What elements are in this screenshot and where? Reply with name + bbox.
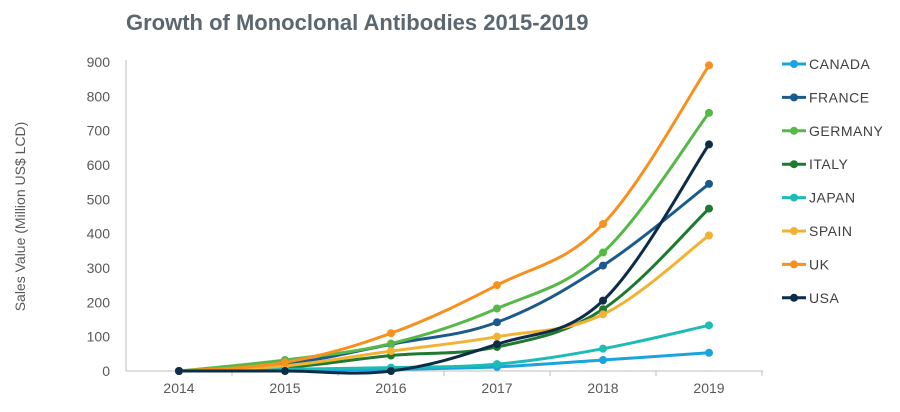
- legend-label-germany: GERMANY: [809, 123, 883, 139]
- data-point-usa-2015: [281, 367, 289, 375]
- data-point-spain-2019: [705, 231, 713, 240]
- legend-label-canada: CANADA: [809, 56, 871, 72]
- series-line-italy: [177, 207, 711, 373]
- series-line-germany: [177, 111, 711, 373]
- x-tick-label: 2016: [375, 380, 406, 396]
- data-point-usa-2018: [599, 296, 607, 305]
- y-tick-label: 200: [87, 294, 111, 310]
- y-tick-label: 0: [102, 363, 110, 379]
- data-point-spain-2018: [599, 310, 607, 319]
- data-point-france-2018: [599, 261, 607, 270]
- data-point-germany-2019: [705, 108, 713, 117]
- y-tick-label: 700: [87, 123, 111, 139]
- data-point-japan-2017: [493, 360, 501, 369]
- legend-swatch-dot-italy: [790, 160, 798, 169]
- y-tick-label: 500: [87, 191, 111, 207]
- legend-swatch-dot-germany: [790, 126, 798, 135]
- legend-swatch-dot-usa: [790, 293, 798, 302]
- series-line-usa: [177, 142, 711, 375]
- legend-swatch-dot-japan: [790, 193, 798, 202]
- data-point-japan-2018: [599, 344, 607, 353]
- y-tick-label: 800: [87, 88, 111, 104]
- legend-swatch-dot-uk: [790, 260, 798, 269]
- y-tick-label: 600: [87, 157, 111, 173]
- y-tick-label: 100: [87, 329, 111, 345]
- y-axis-label: Sales Value (Million US$ LCD): [12, 122, 28, 312]
- data-point-germany-2018: [599, 248, 607, 257]
- data-point-uk-2019: [705, 61, 713, 70]
- data-point-uk-2018: [599, 220, 607, 229]
- legend-swatch-dot-france: [790, 93, 798, 102]
- x-tick-label: 2017: [481, 380, 512, 396]
- data-point-germany-2016: [387, 339, 395, 348]
- data-point-uk-2017: [493, 281, 501, 290]
- data-point-japan-2019: [705, 321, 713, 330]
- data-point-spain-2016: [387, 347, 395, 356]
- x-tick-label: 2018: [587, 380, 618, 396]
- data-point-uk-2015: [281, 358, 289, 367]
- data-point-uk-2016: [387, 329, 395, 338]
- data-point-canada-2018: [599, 356, 607, 365]
- legend-label-italy: ITALY: [809, 156, 848, 172]
- series-line-spain: [177, 233, 711, 373]
- legend-swatch-dot-canada: [790, 60, 798, 68]
- data-point-usa-2019: [705, 140, 713, 149]
- x-tick-label: 2019: [693, 380, 724, 396]
- data-point-germany-2017: [493, 304, 501, 313]
- data-point-spain-2017: [493, 332, 501, 341]
- series-line-japan: [177, 323, 711, 373]
- data-point-france-2019: [705, 179, 713, 188]
- y-tick-label: 300: [87, 260, 111, 276]
- data-point-france-2017: [493, 318, 501, 327]
- data-point-usa-2017: [493, 340, 501, 349]
- x-tick-label: 2014: [163, 380, 194, 396]
- legend-label-japan: JAPAN: [809, 190, 856, 206]
- data-point-canada-2019: [705, 348, 713, 357]
- data-point-usa-2014: [175, 367, 183, 375]
- data-point-italy-2019: [705, 204, 713, 213]
- legend-label-usa: USA: [809, 290, 839, 306]
- y-tick-label: 900: [87, 54, 111, 70]
- legend-label-uk: UK: [809, 256, 830, 272]
- legend-label-france: FRANCE: [809, 89, 870, 105]
- series-line-uk: [177, 63, 711, 373]
- y-tick-label: 400: [87, 226, 111, 242]
- legend-label-spain: SPAIN: [809, 223, 852, 239]
- x-tick-label: 2015: [269, 380, 300, 396]
- legend-swatch-dot-spain: [790, 227, 798, 235]
- chart-title: Growth of Monoclonal Antibodies 2015-201…: [126, 10, 589, 35]
- data-point-usa-2016: [387, 367, 395, 375]
